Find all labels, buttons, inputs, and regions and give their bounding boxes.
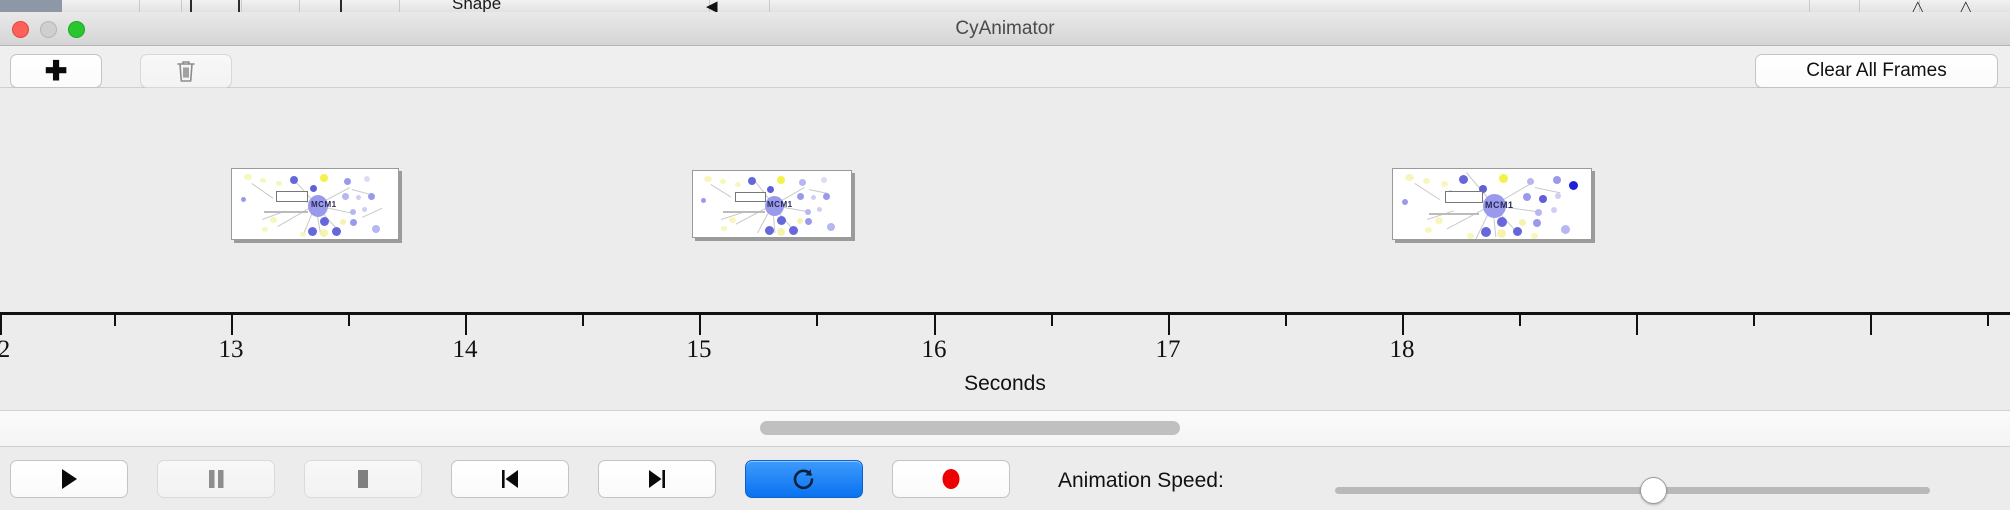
bg-seg [140,0,182,12]
delete-frame-button[interactable] [140,54,232,88]
axis-tick-minor [1987,315,1989,326]
axis-tick-major [1636,315,1638,335]
frame-tooltip [1445,191,1483,203]
axis-tick-major [231,315,233,335]
add-frame-button[interactable]: ✚ [10,54,102,88]
axis-tick-label: 2 [0,336,11,363]
axis-tick-label: 13 [218,336,244,363]
animation-speed-label: Animation Speed: [1058,469,1224,492]
loop-icon [793,469,814,490]
bg-seg [710,0,770,12]
frame-tooltip [735,192,766,202]
background-window-tab [0,0,62,12]
bg-seg [242,0,300,12]
hub-node-label: MCM1 [1485,200,1514,210]
background-window-label: Shape [452,0,502,12]
bg-seg [770,0,1810,12]
timeline-frame[interactable]: MCM1 [1392,168,1592,240]
axis-tick-label: 14 [452,336,478,363]
pause-icon [209,470,224,488]
axis-tick-minor [1285,315,1287,326]
record-icon [942,469,960,489]
loop-button[interactable] [745,460,863,498]
clear-all-frames-label: Clear All Frames [1806,60,1947,81]
play-icon [62,469,77,489]
trash-icon [177,61,195,82]
clear-all-frames-button[interactable]: Clear All Frames [1755,54,1998,88]
bg-seg [400,0,710,12]
axis-tick-minor [1519,315,1521,326]
bg-seg [1860,0,1920,12]
timeline-frame[interactable]: MCM1 [692,170,852,238]
axis-tick-label: 15 [686,336,712,363]
axis-tick-major [465,315,467,335]
axis-tick-minor [114,315,116,326]
window-title: CyAnimator [955,18,1055,39]
stop-button[interactable] [304,460,422,498]
axis-tick-major [934,315,936,335]
minimize-button[interactable] [40,21,57,38]
axis-tick-label: 17 [1155,336,1181,363]
axis-tick-major [699,315,701,335]
bg-seg [62,0,140,12]
plus-icon: ✚ [44,55,68,86]
hub-node-label: MCM1 [767,200,793,209]
background-window-strip: ◀ △ △ Shape [0,0,2010,12]
axis-tick-minor [816,315,818,326]
axis-tick-minor [582,315,584,326]
play-button[interactable] [10,460,128,498]
skip-end-icon [649,470,665,488]
timeline-frame[interactable]: MCM1 [231,168,399,240]
stop-icon [358,470,368,488]
axis-tick-major [1402,315,1404,335]
axis-tick-minor [1753,315,1755,326]
skip-start-button[interactable] [451,460,569,498]
animation-speed-slider-thumb[interactable] [1640,477,1667,504]
title-bar: CyAnimator [0,12,2010,46]
frame-thumbnail: MCM1 [232,169,398,239]
record-button[interactable] [892,460,1010,498]
timeline-axis-line [0,312,2010,315]
bg-seg [1920,0,2010,12]
hub-node-label: MCM1 [311,200,337,209]
frame-thumbnail: MCM1 [1393,169,1591,239]
axis-tick-label: 16 [921,336,947,363]
bg-seg [1810,0,1860,12]
timeline-scrollbar-thumb[interactable] [760,421,1180,435]
zoom-button[interactable] [68,21,85,38]
axis-tick-major [1870,315,1872,335]
axis-tick-major [0,315,2,335]
toolbar: ✚ Clear All Frames [0,46,2010,88]
axis-tick-minor [1051,315,1053,326]
timeline-scrollbar-track[interactable] [0,410,2010,446]
timeline-panel[interactable]: MCM1 [0,88,2010,410]
playback-controls: Animation Speed: [0,446,2010,510]
animation-speed-slider[interactable] [1335,487,1930,494]
skip-start-icon [502,470,518,488]
axis-tick-label: 18 [1389,336,1415,363]
axis-title: Seconds [964,372,1046,395]
skip-end-button[interactable] [598,460,716,498]
pause-button[interactable] [157,460,275,498]
axis-tick-major [1168,315,1170,335]
bg-seg [300,0,400,12]
traffic-lights [12,21,85,38]
bg-seg [182,0,242,12]
close-button[interactable] [12,21,29,38]
frame-tooltip [276,191,308,202]
frame-thumbnail: MCM1 [693,171,851,237]
axis-tick-minor [348,315,350,326]
